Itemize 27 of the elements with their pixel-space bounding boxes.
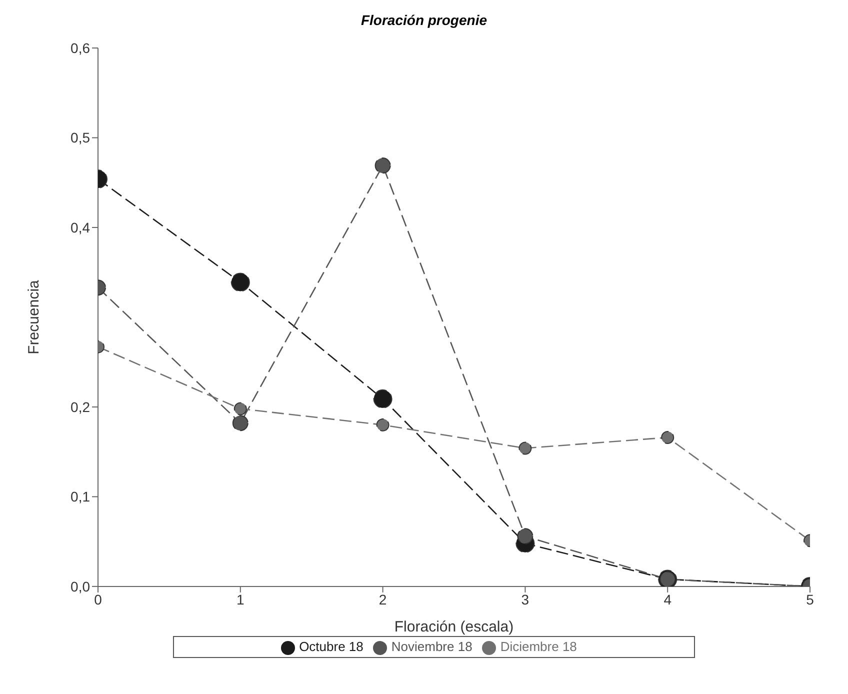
chart-title: Floración progenie xyxy=(360,12,488,28)
point xyxy=(376,418,390,432)
legend-label: Octubre 18 xyxy=(299,639,364,654)
x-tick-label: 5 xyxy=(806,591,814,608)
y-axis-title: Frecuencia xyxy=(25,279,42,354)
y-tick-label: 0,6 xyxy=(70,40,90,56)
point xyxy=(374,158,391,174)
point xyxy=(661,430,674,444)
legend-label: Diciembre 18 xyxy=(500,639,577,654)
y-tick-label: 0,0 xyxy=(70,578,90,594)
point xyxy=(230,272,250,292)
y-tick-label: 0,4 xyxy=(70,219,90,236)
x-tick-label: 0 xyxy=(94,591,102,608)
x-axis-title: Floración (escala) xyxy=(394,618,514,636)
x-tick-label: 1 xyxy=(236,591,244,608)
point xyxy=(517,528,534,544)
point xyxy=(373,389,392,408)
y-tick-label: 0,1 xyxy=(70,488,90,505)
point xyxy=(232,415,248,432)
y-tick-label: 0,5 xyxy=(70,130,90,146)
x-tick-label: 4 xyxy=(664,591,672,608)
point xyxy=(234,402,247,416)
point xyxy=(518,442,532,455)
legend-label: Noviembre 18 xyxy=(391,639,472,654)
y-tick-label: 0,2 xyxy=(70,398,90,415)
x-tick-label: 2 xyxy=(378,591,387,608)
x-tick-label: 3 xyxy=(521,591,530,608)
